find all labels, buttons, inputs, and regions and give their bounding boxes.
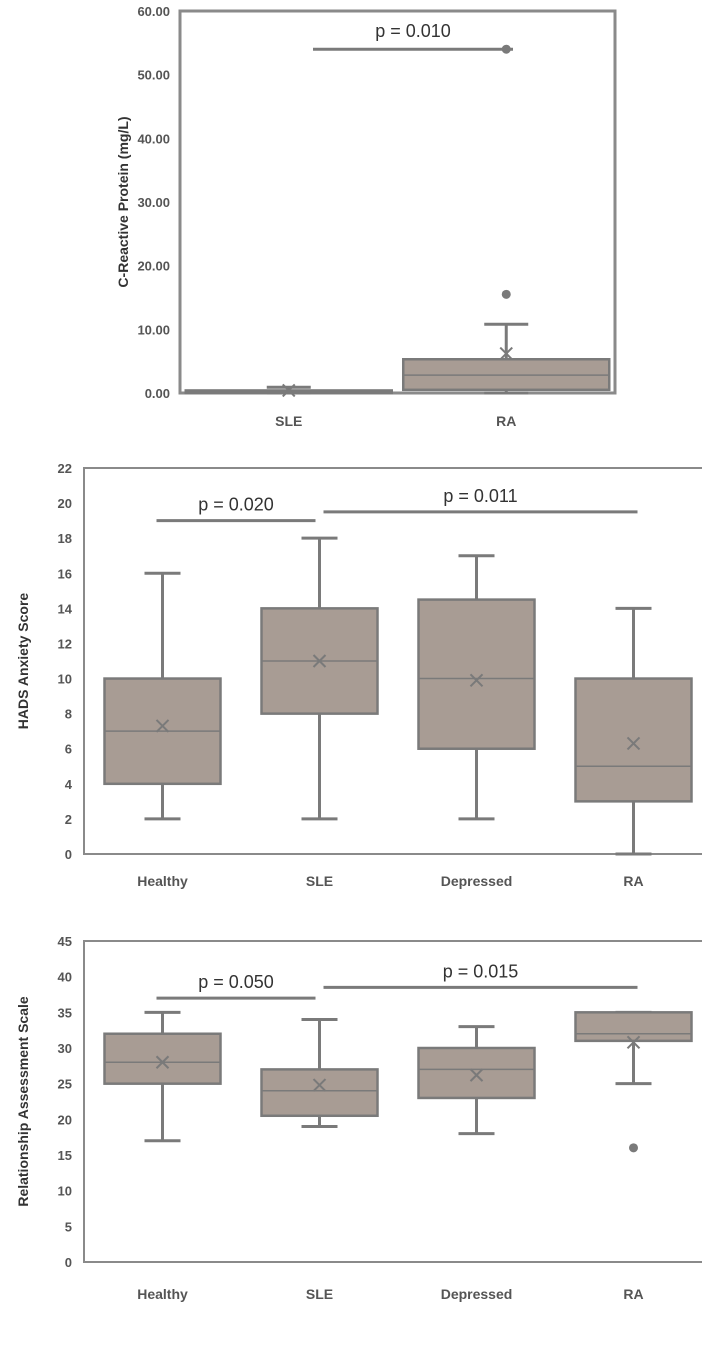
- box-healthy: [103, 1032, 222, 1085]
- plot-frame: [178, 9, 617, 395]
- y-tick-label: 45: [58, 934, 72, 949]
- y-tick-label: 60.00: [137, 4, 170, 19]
- p-value-label: p = 0.050: [198, 972, 274, 992]
- y-tick-label: 35: [58, 1005, 72, 1020]
- y-tick-label: 40.00: [137, 131, 170, 146]
- y-tick-label: 20: [58, 496, 72, 511]
- mean-marker: [499, 346, 513, 361]
- y-tick-label: 14: [58, 601, 73, 616]
- y-tick-label: 6: [65, 742, 72, 757]
- y-tick-label: 12: [58, 636, 72, 651]
- p-value-label: p = 0.011: [443, 486, 517, 506]
- y-tick-label: 10: [58, 672, 72, 687]
- y-tick-label: 16: [58, 566, 72, 581]
- y-tick-label: 4: [65, 777, 73, 792]
- y-tick-label: 8: [65, 707, 72, 722]
- y-tick-label: 50.00: [137, 68, 170, 83]
- crp-box-chart: 0.00 10.00 20.00 30.00 40.00 50.00 60.00 C-Reac…: [115, 4, 617, 429]
- y-tick-label: 15: [58, 1148, 72, 1163]
- category-label: RA: [623, 1286, 643, 1302]
- category-label: RA: [623, 873, 643, 889]
- box-ra: [574, 1011, 693, 1043]
- outlier-point: [501, 289, 511, 299]
- y-tick-label: 0.00: [145, 386, 170, 401]
- y-axis-label: C-Reactive Protein (mg/L): [115, 116, 131, 287]
- y-tick-label: 20.00: [137, 259, 170, 274]
- box-ra: [574, 677, 693, 803]
- plot-frame: [83, 940, 702, 1263]
- y-tick-label: 10: [58, 1184, 72, 1199]
- y-tick-label: 5: [65, 1219, 72, 1234]
- category-label: Healthy: [137, 873, 188, 889]
- box-sle: [260, 1068, 379, 1118]
- y-tick-label: 20: [58, 1112, 72, 1127]
- category-label: Healthy: [137, 1286, 188, 1302]
- box-depressed: [417, 598, 536, 750]
- box-depressed: [417, 1046, 536, 1100]
- p-value-label: p = 0.015: [443, 961, 519, 981]
- mean-marker: [155, 719, 170, 733]
- y-tick-label: 30.00: [137, 195, 170, 210]
- y-tick-label: 18: [58, 531, 72, 546]
- y-axis-label: HADS Anxiety Score: [15, 593, 31, 730]
- p-value-label: p = 0.020: [198, 495, 274, 515]
- hads-anxiety-box-chart: 0 2 4 6 8 10 12 14 16 18 20 22 HADS Anxiety Score Hea…: [15, 461, 702, 889]
- y-tick-label: 30: [58, 1041, 72, 1056]
- mean-marker: [469, 673, 484, 688]
- y-tick-label: 40: [58, 970, 72, 985]
- outlier-point: [629, 1143, 638, 1153]
- mean-marker: [626, 1035, 641, 1050]
- category-label: Depressed: [441, 873, 513, 889]
- y-tick-label: 22: [58, 461, 72, 476]
- y-tick-label: 10.00: [137, 322, 170, 337]
- y-tick-label: 2: [65, 812, 72, 827]
- category-label: Depressed: [441, 1286, 513, 1302]
- mean-marker: [282, 383, 296, 398]
- category-label: RA: [496, 413, 516, 429]
- category-label: SLE: [275, 413, 302, 429]
- y-axis-label: Relationship Assessment Scale: [15, 996, 31, 1207]
- mean-marker: [312, 1078, 327, 1092]
- y-tick-label: 0: [65, 847, 72, 862]
- y-tick-label: 25: [58, 1077, 72, 1092]
- p-value-label: p = 0.010: [375, 21, 451, 41]
- mean-marker: [469, 1068, 484, 1082]
- plot-frame: [83, 467, 702, 855]
- category-label: SLE: [306, 873, 333, 889]
- relationship-assessment-box-chart: 0 5 10 15 20 25 30 35 40 45 Relationship Assessmen…: [15, 934, 702, 1302]
- mean-marker: [626, 736, 641, 751]
- mean-marker: [312, 654, 327, 668]
- mean-marker: [155, 1055, 170, 1069]
- category-label: SLE: [306, 1286, 333, 1302]
- y-tick-label: 0: [65, 1255, 72, 1270]
